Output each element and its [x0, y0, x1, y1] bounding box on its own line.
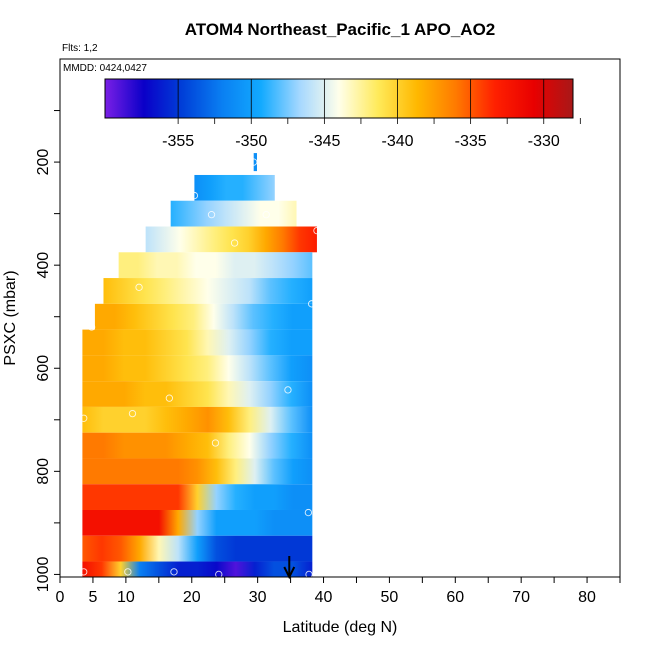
- chart-title: ATOM4 Northeast_Pacific_1 APO_AO2: [185, 20, 496, 39]
- observation-point: [308, 300, 316, 308]
- observation-point: [87, 323, 96, 331]
- observation-point: [170, 568, 178, 576]
- y-tick-label: 800: [35, 458, 52, 485]
- heatmap-band: [194, 174, 275, 201]
- y-tick-label: 200: [35, 149, 52, 176]
- y-tick-label: 1000: [35, 557, 52, 593]
- x-tick-label: 50: [381, 589, 399, 606]
- colorbar-tick-label: -355: [162, 133, 194, 150]
- heatmap-band: [118, 252, 313, 279]
- y-axis-label: PSXC (mbar): [2, 270, 19, 365]
- observation-point: [80, 414, 88, 422]
- x-axis: 0 5 10 20 30 40 50 60 70 80: [56, 577, 621, 606]
- heatmap-band: [82, 355, 313, 382]
- observation-point: [135, 283, 143, 291]
- x-tick-label: 10: [117, 589, 135, 606]
- colorbar-tick-label: -345: [308, 133, 340, 150]
- heatmap-band: [103, 278, 313, 304]
- observation-point: [215, 570, 223, 579]
- x-tick-label: 0: [56, 589, 65, 606]
- heatmap-band: [253, 153, 257, 172]
- x-axis-label: Latitude (deg N): [283, 619, 398, 636]
- observation-point: [165, 394, 174, 402]
- heatmap-band: [82, 432, 313, 459]
- x-tick-label: 30: [249, 589, 267, 606]
- colorbar-tick-label: -340: [381, 133, 413, 150]
- observation-point: [313, 226, 321, 235]
- heatmap-band: [82, 458, 313, 485]
- x-tick-label: 5: [88, 589, 97, 606]
- observation-point: [304, 508, 313, 517]
- y-axis: 200 400 600 800 1000: [35, 110, 60, 593]
- x-tick-label: 80: [578, 589, 596, 606]
- colorbar-tick-labels: -355 -350 -345 -340 -335 -330: [162, 133, 560, 150]
- colorbar: [104, 78, 581, 124]
- heatmap-band: [82, 329, 313, 356]
- heatmap-band: [170, 200, 297, 227]
- observation-point: [262, 211, 270, 219]
- heatmap-band: [82, 381, 313, 407]
- colorbar-gradient: [104, 78, 574, 119]
- colorbar-tick-label: -335: [455, 133, 487, 150]
- y-tick-label: 400: [35, 252, 52, 279]
- observation-point: [211, 439, 220, 447]
- heatmap-band: [82, 561, 313, 577]
- observation-point: [305, 570, 313, 579]
- observation-point: [124, 568, 132, 576]
- y-tick-label: 600: [35, 355, 52, 382]
- observation-point: [237, 167, 245, 175]
- heatmap-band: [94, 303, 313, 330]
- colorbar-tick-label: -330: [528, 133, 560, 150]
- observation-point: [80, 568, 88, 576]
- plot-frame: [59, 58, 621, 578]
- observation-point: [190, 191, 199, 200]
- observation-point: [207, 211, 216, 219]
- observation-point: [230, 239, 239, 247]
- colorbar-tick-label: -350: [235, 133, 267, 150]
- dates-label: MMDD: 0424,0427: [63, 63, 147, 74]
- heatmap-bands: [82, 153, 317, 577]
- flights-label: Flts: 1,2: [62, 43, 98, 54]
- observation-points: [80, 158, 321, 579]
- heatmap-band: [82, 484, 313, 510]
- observation-point: [250, 158, 258, 166]
- heatmap-band: [82, 406, 313, 433]
- x-tick-label: 60: [446, 589, 464, 606]
- x-tick-label: 40: [315, 589, 333, 606]
- observation-point: [284, 386, 292, 394]
- heatmap-band: [145, 226, 317, 253]
- x-tick-label: 20: [183, 589, 201, 606]
- x-tick-label: 70: [512, 589, 530, 606]
- heatmap-band: [82, 535, 313, 562]
- observation-point: [128, 409, 137, 418]
- heatmap-band: [82, 509, 313, 536]
